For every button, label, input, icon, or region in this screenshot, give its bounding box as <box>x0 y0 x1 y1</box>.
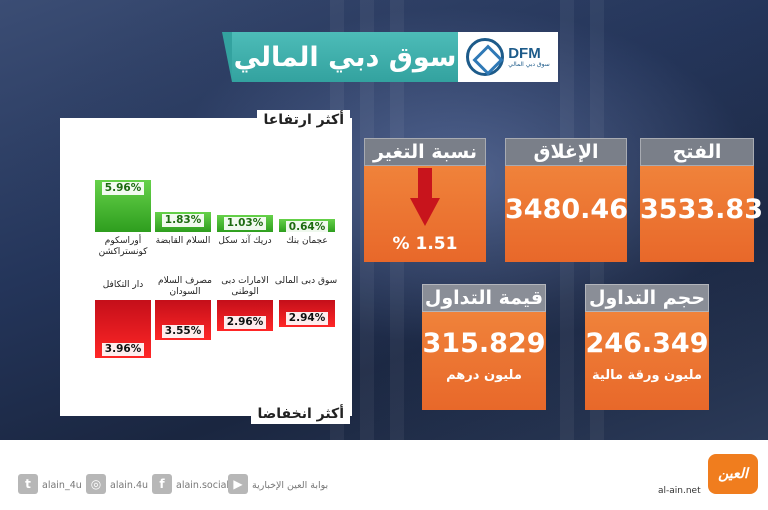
gainer-label: أوراسكوم كونستراكشن <box>98 236 148 257</box>
loser-bar: 3.96% <box>95 300 151 358</box>
footer <box>0 440 768 510</box>
close-box: الإغلاق 3480.46 <box>505 138 628 262</box>
facebook-icon[interactable]: f <box>152 474 172 494</box>
trade-value-box: قيمة التداول 315.829 مليون درهم <box>422 284 546 410</box>
gainers-title: أكثر ارتفاعا <box>257 110 350 130</box>
loser-bar: 2.96% <box>217 300 273 331</box>
trade-volume-unit: مليون ورقة مالية <box>592 368 702 383</box>
open-box: الفتح 3533.83 <box>640 138 763 262</box>
gainer-bar: 1.03% <box>217 215 273 232</box>
movers-panel: أكثر ارتفاعا 5.96% 1.83% 1.03% 0.64% أور… <box>60 110 352 424</box>
gainer-label: عجمان بنك <box>286 236 328 246</box>
gainer-bar: 5.96% <box>95 180 151 232</box>
alain-logo[interactable]: العين <box>708 454 758 494</box>
losers-title: أكثر انخفاضا <box>251 404 350 424</box>
gainer-label: دريك آند سكل <box>218 236 272 246</box>
trade-value-unit: مليون درهم <box>446 368 522 383</box>
gainer-bar: 0.64% <box>279 219 335 234</box>
trade-volume-label: حجم التداول <box>585 284 709 312</box>
instagram-icon[interactable]: ◎ <box>86 474 106 494</box>
youtube-channel[interactable]: بوابة العين الإخبارية <box>252 480 329 491</box>
loser-label: سوق دبى المالى <box>274 276 338 286</box>
trade-value-label: قيمة التداول <box>422 284 546 312</box>
twitter-icon[interactable]: t <box>18 474 38 494</box>
dfm-logo: DFM سوق دبي المالي <box>458 32 558 82</box>
change-label: نسبة التغير <box>364 138 486 166</box>
trade-value-value: 315.829 <box>422 328 546 359</box>
facebook-handle[interactable]: alain.social <box>176 480 230 491</box>
close-value: 3480.46 <box>505 194 628 225</box>
youtube-icon[interactable]: ▶ <box>228 474 248 494</box>
loser-label: دار التكافل <box>102 280 144 290</box>
site-url[interactable]: al-ain.net <box>658 486 701 496</box>
instagram-handle[interactable]: alain.4u <box>110 480 149 491</box>
close-label: الإغلاق <box>505 138 627 166</box>
open-label: الفتح <box>640 138 754 166</box>
loser-label: الامارات دبى الوطنى <box>221 276 269 297</box>
trade-volume-box: حجم التداول 246.349 مليون ورقة مالية <box>585 284 709 410</box>
header-banner: سوق دبي المالي DFM سوق دبي المالي <box>222 32 558 82</box>
twitter-handle[interactable]: alain_4u <box>42 480 82 491</box>
trade-volume-value: 246.349 <box>585 328 709 359</box>
loser-label: مصرف السلام السودان <box>158 276 212 297</box>
open-value: 3533.83 <box>640 194 763 225</box>
loser-bar: 3.55% <box>155 300 211 340</box>
dfm-logo-subtext: سوق دبي المالي <box>508 61 550 68</box>
loser-bar: 2.94% <box>279 300 335 327</box>
page-title: سوق دبي المالي <box>222 32 458 82</box>
dfm-emblem-icon <box>466 38 505 76</box>
down-arrow-icon <box>410 168 440 226</box>
change-value: % 1.51 <box>392 234 458 254</box>
gainer-label: السلام القابضة <box>155 236 211 246</box>
dfm-logo-text: DFM <box>508 45 541 62</box>
gainer-bar: 1.83% <box>155 212 211 232</box>
change-box: نسبة التغير % 1.51 <box>364 138 486 262</box>
